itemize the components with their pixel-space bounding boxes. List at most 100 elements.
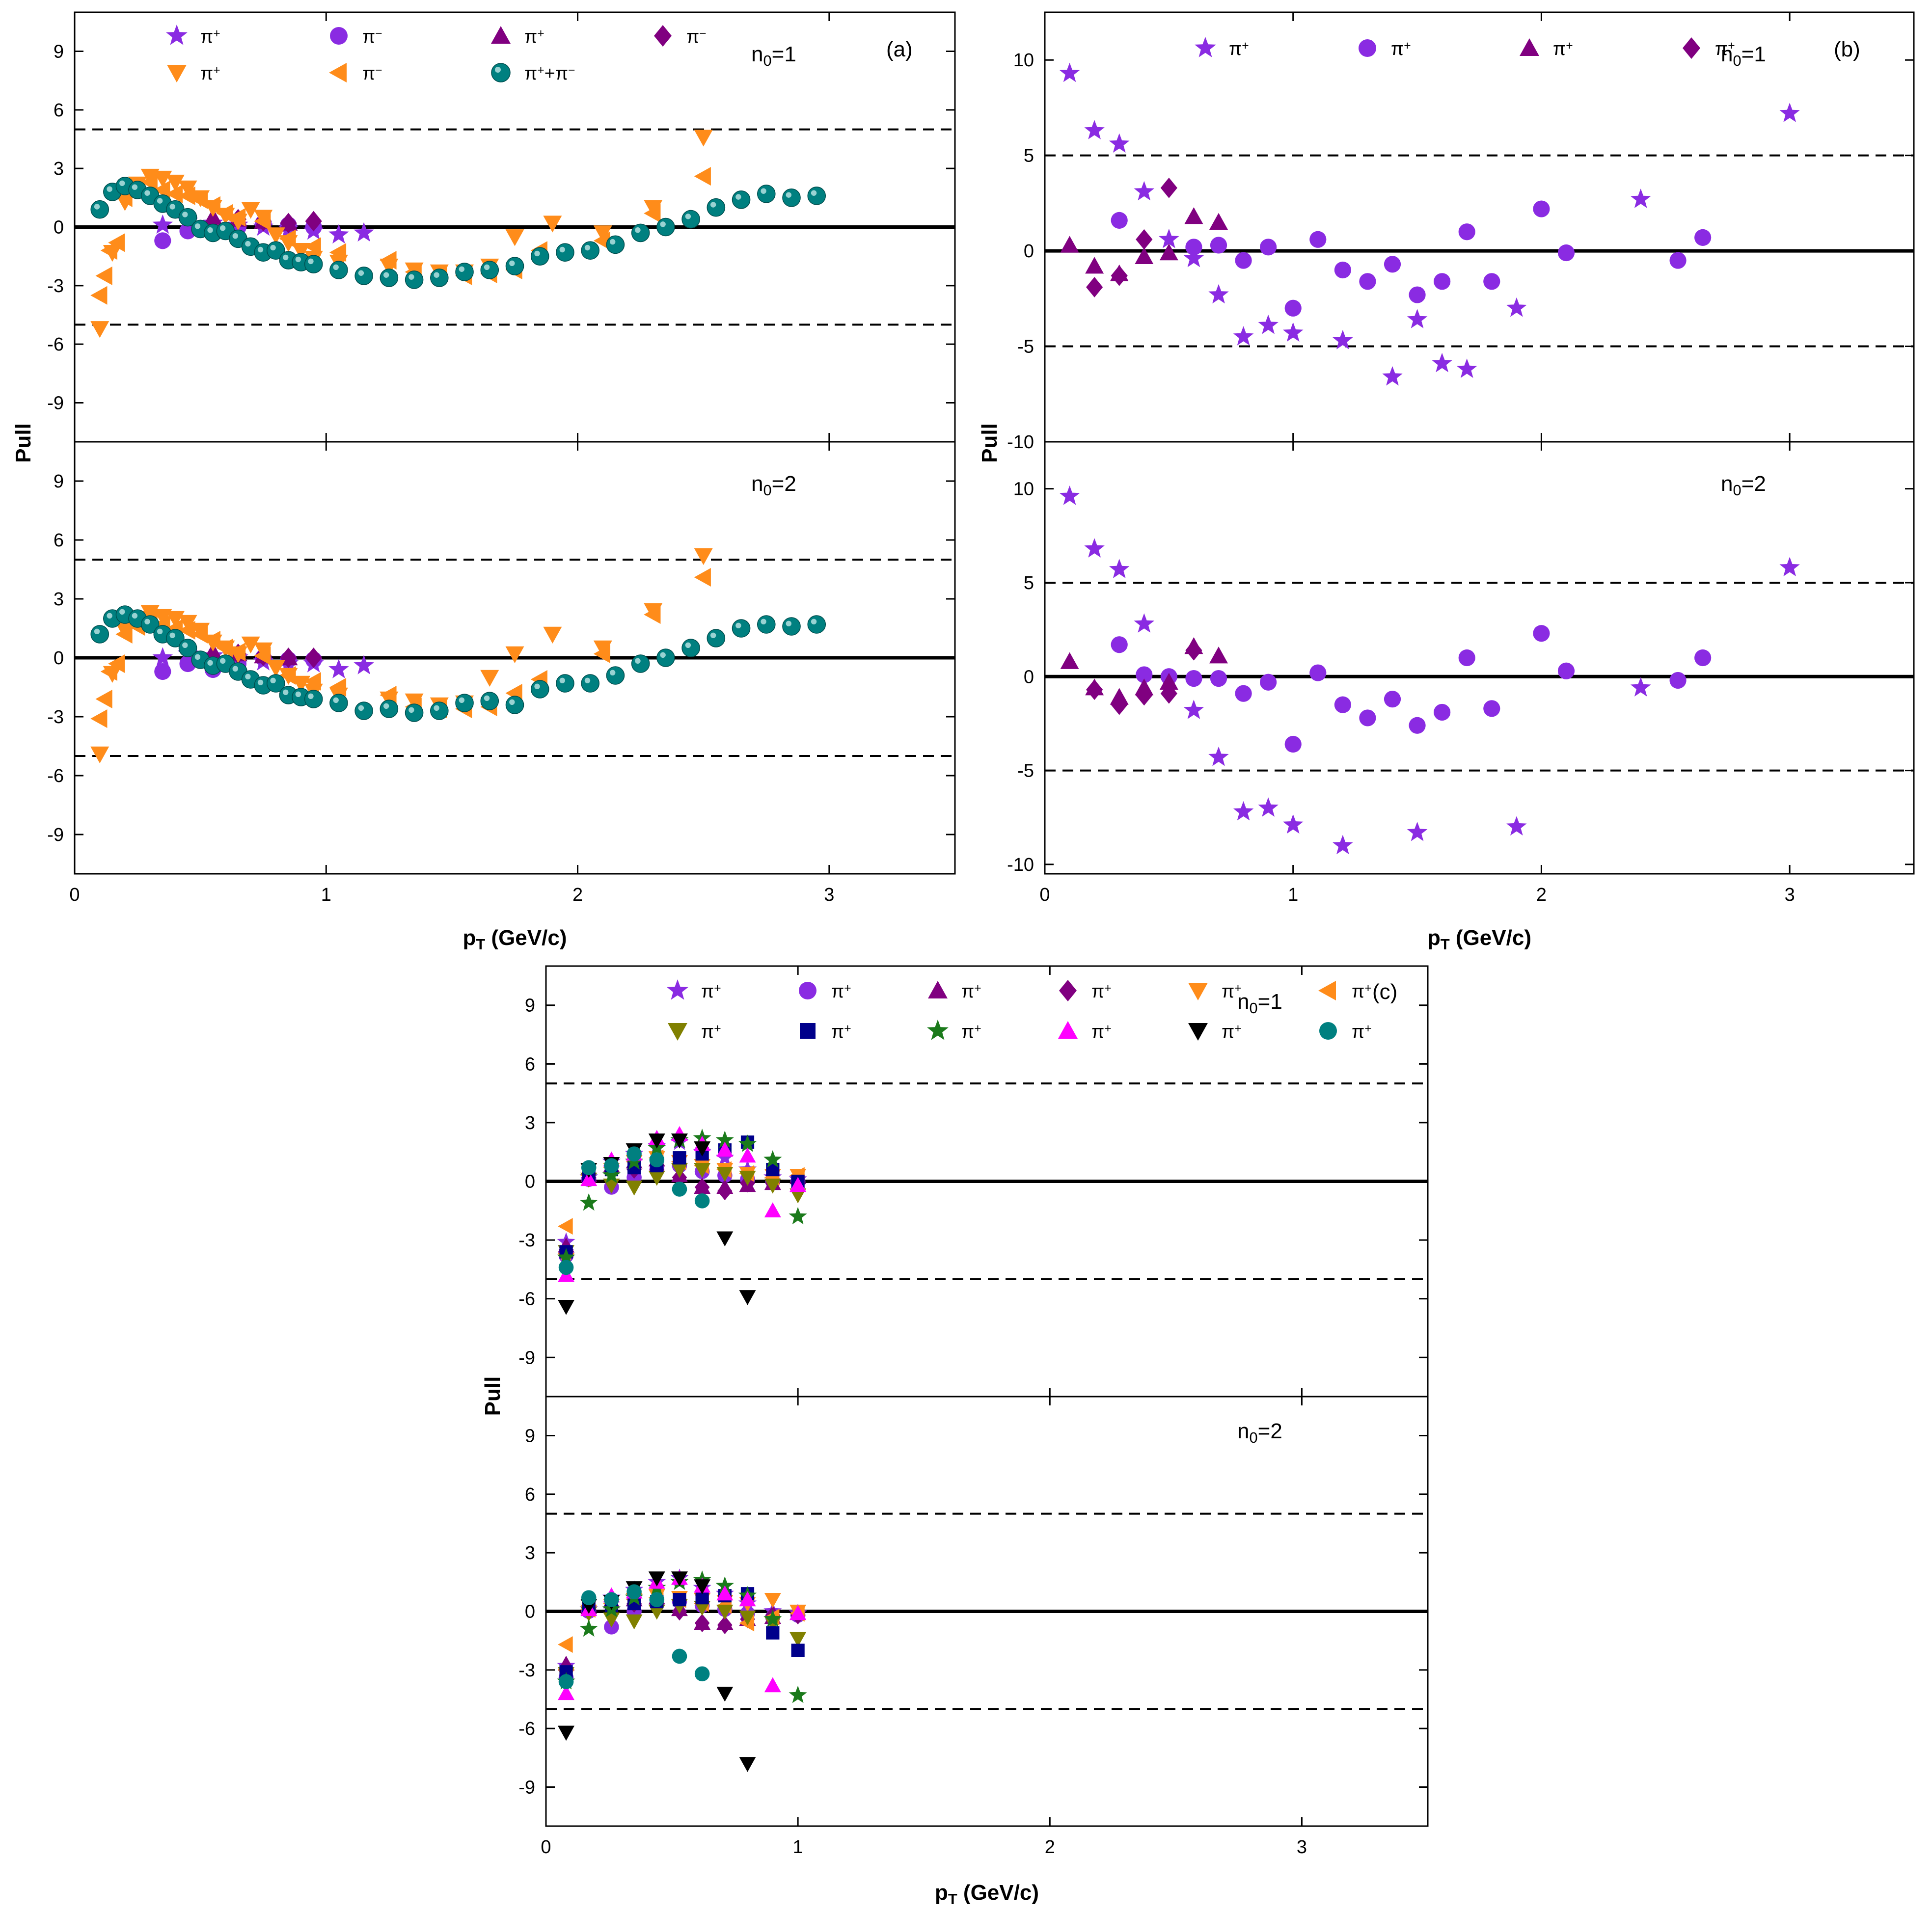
legend-item: π− xyxy=(330,27,382,47)
sphere-highlight xyxy=(584,677,591,684)
panel-label: (a) xyxy=(886,37,913,61)
data-point xyxy=(1258,797,1279,817)
legend-marker xyxy=(667,979,688,1000)
sphere-highlight xyxy=(584,244,591,251)
data-point xyxy=(1109,559,1130,578)
superscript: + xyxy=(1242,39,1249,53)
data-point xyxy=(152,647,173,667)
superscript: − xyxy=(375,27,382,40)
triangle-left-marker xyxy=(644,204,661,223)
y-tick-label: 10 xyxy=(1013,479,1034,500)
series-7 xyxy=(559,1587,805,1679)
triangle-up-marker xyxy=(580,1171,598,1186)
data-point xyxy=(738,1134,757,1152)
legend-label: π+ xyxy=(1229,39,1249,59)
legend-marker xyxy=(1188,1023,1208,1041)
triangle-down-marker xyxy=(558,1725,575,1741)
circle-marker xyxy=(1260,674,1277,691)
triangle-up-marker xyxy=(558,1685,575,1700)
triangle-left-marker xyxy=(191,190,208,209)
n0-label: n0=1 xyxy=(1721,42,1766,69)
triangle-up-marker xyxy=(739,1591,756,1607)
data-point xyxy=(480,261,499,279)
data-point xyxy=(203,631,220,649)
x-tick-label: 0 xyxy=(541,1837,551,1858)
sphere-highlight xyxy=(735,194,741,200)
y-tick-label: 0 xyxy=(54,648,64,669)
circle-marker xyxy=(1409,717,1426,734)
circle-marker xyxy=(1533,625,1550,642)
sphere-marker xyxy=(505,696,524,714)
text-part: + xyxy=(544,63,555,84)
data-point xyxy=(455,263,474,281)
sphere-marker xyxy=(304,690,323,708)
data-point xyxy=(191,190,208,209)
sphere-highlight xyxy=(283,254,289,261)
data-point xyxy=(694,1614,710,1633)
star-marker xyxy=(1183,700,1204,719)
triangle-down-marker xyxy=(694,1141,711,1157)
circle-marker xyxy=(1111,212,1128,229)
star-marker xyxy=(1233,801,1254,821)
circle-marker xyxy=(672,1648,687,1664)
data-point xyxy=(1159,228,1179,248)
series-0 xyxy=(1059,62,1800,386)
diamond-marker xyxy=(1111,265,1128,286)
circle-marker xyxy=(649,1152,665,1167)
star-marker xyxy=(1134,181,1155,201)
data-point xyxy=(140,615,160,634)
data-point xyxy=(558,1300,575,1315)
star-marker xyxy=(1258,797,1279,817)
sphere-marker xyxy=(90,625,109,644)
data-point xyxy=(580,1171,598,1186)
circle-marker xyxy=(558,1674,574,1689)
y-tick-label: -5 xyxy=(1017,761,1034,781)
sphere-marker xyxy=(354,267,373,285)
data-point xyxy=(1159,243,1178,261)
legend-item: π+ xyxy=(1188,1022,1242,1042)
triangle-down-marker xyxy=(1188,983,1208,1000)
y-tick-label: 6 xyxy=(525,1054,535,1075)
y-tick-label: 3 xyxy=(54,159,64,179)
data-point xyxy=(153,180,170,199)
sphere-highlight xyxy=(786,620,792,627)
sphere-highlight xyxy=(157,198,163,204)
data-point xyxy=(95,266,112,285)
superscript: + xyxy=(844,1022,851,1035)
sphere-marker xyxy=(530,247,549,266)
triangle-down-marker xyxy=(543,626,562,644)
triangle-up-marker xyxy=(716,1141,734,1157)
triangle-left-marker xyxy=(593,645,610,663)
sphere-highlight xyxy=(333,697,339,703)
legend-label: π+ xyxy=(1091,1022,1112,1042)
sphere-highlight xyxy=(257,246,264,253)
star-marker xyxy=(1109,133,1130,153)
data-point xyxy=(557,1248,575,1266)
triangle-left-marker xyxy=(558,1636,573,1653)
data-point xyxy=(380,269,399,287)
data-point xyxy=(694,167,711,186)
triangle-up-marker xyxy=(1135,247,1154,264)
legend-item: π+ xyxy=(1318,981,1372,1002)
sphere-highlight xyxy=(132,184,138,190)
data-point xyxy=(480,692,499,710)
triangle-up-marker xyxy=(1159,673,1178,690)
data-point xyxy=(764,1593,781,1608)
data-point xyxy=(1384,691,1401,708)
circle-marker xyxy=(1384,691,1401,708)
sphere-highlight xyxy=(245,241,251,247)
triangle-left-marker xyxy=(593,231,610,250)
data-point xyxy=(154,663,171,680)
data-point xyxy=(593,231,610,250)
y-tick-label: 3 xyxy=(525,1113,535,1133)
data-point xyxy=(1086,679,1103,700)
y-tick-label: 5 xyxy=(1024,573,1034,593)
text-part: π xyxy=(1553,39,1566,59)
legend-marker xyxy=(928,981,948,998)
circle-marker xyxy=(1210,670,1227,687)
triangle-down-marker xyxy=(694,548,713,565)
legend-marker xyxy=(668,1023,687,1041)
data-point xyxy=(694,1600,711,1616)
sphere-highlight xyxy=(534,683,540,690)
